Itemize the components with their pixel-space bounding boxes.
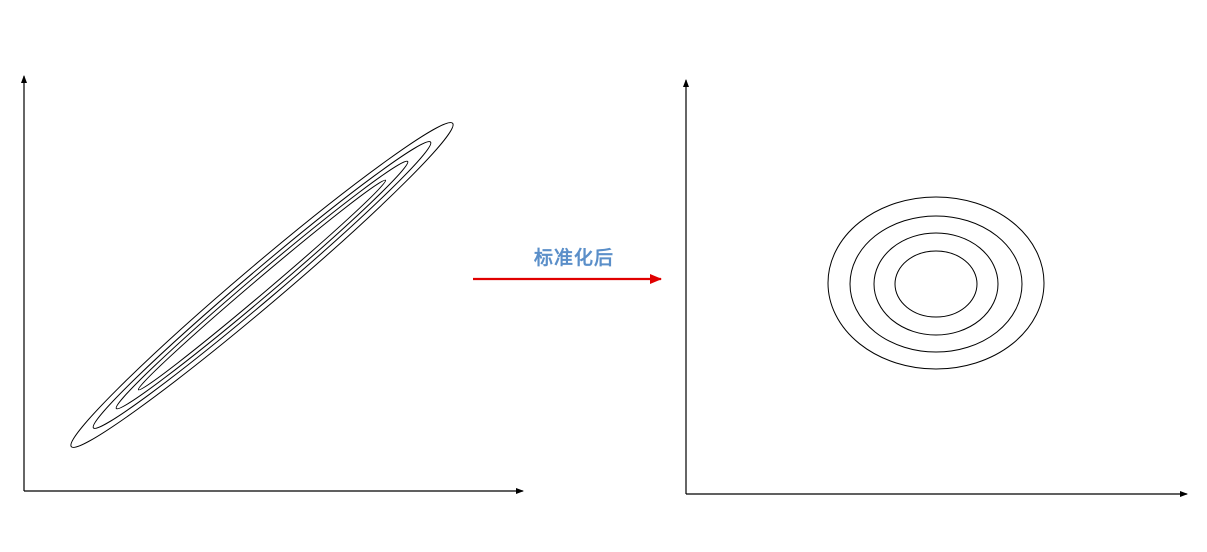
left-plot bbox=[21, 75, 524, 494]
right-contour-3 bbox=[849, 215, 1023, 353]
right-contours bbox=[827, 196, 1045, 370]
arrow-label: 标准化后 bbox=[534, 246, 614, 269]
left-contour-3 bbox=[92, 141, 432, 429]
left-contour-inner bbox=[137, 179, 387, 391]
left-contour-outer bbox=[70, 122, 454, 448]
left-contours bbox=[70, 122, 454, 448]
right-contour-inner bbox=[894, 250, 978, 318]
left-contour-2 bbox=[115, 160, 409, 410]
right-contour-outer bbox=[827, 196, 1045, 370]
right-contour-2 bbox=[873, 232, 999, 336]
transform-arrow: 标准化后 bbox=[473, 246, 662, 284]
right-plot bbox=[683, 79, 1188, 497]
